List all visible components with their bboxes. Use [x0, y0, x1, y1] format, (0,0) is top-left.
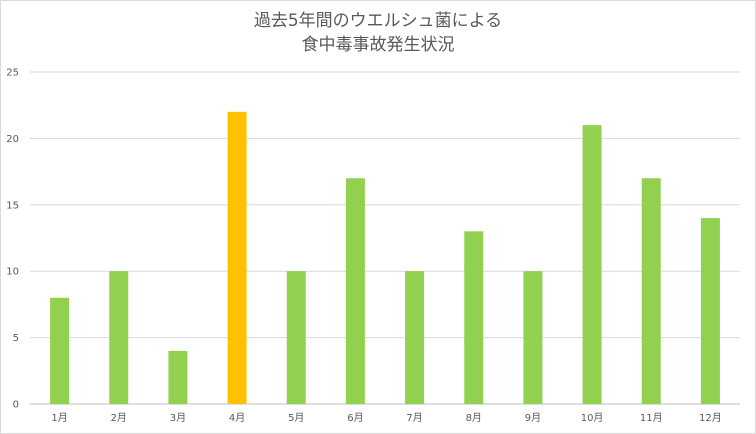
bar	[464, 231, 484, 404]
x-tick-label: 5月	[288, 412, 304, 424]
x-tick-label: 4月	[229, 412, 245, 424]
chart-title: 過去5年間のウエルシュ菌による 食中毒事故発生状況	[1, 9, 755, 57]
y-tick-label: 25	[6, 68, 19, 79]
x-tick-label: 6月	[347, 412, 363, 424]
bar	[405, 271, 425, 404]
bar	[523, 271, 543, 404]
x-tick-label: 1月	[51, 412, 67, 424]
bar	[641, 178, 661, 404]
bar	[168, 350, 188, 404]
x-tick-label: 9月	[525, 412, 541, 424]
bar	[286, 271, 306, 404]
y-tick-label: 5	[13, 333, 19, 344]
x-tick-label: 10月	[581, 412, 604, 424]
chart-title-line-1: 過去5年間のウエルシュ菌による	[253, 11, 503, 31]
y-tick-label: 10	[6, 267, 19, 278]
y-tick-label: 0	[13, 400, 19, 411]
x-tick-label: 11月	[640, 412, 663, 424]
x-tick-label: 8月	[466, 412, 482, 424]
bar	[700, 218, 720, 404]
chart-title-line-2: 食中毒事故発生状況	[301, 35, 455, 55]
bar	[582, 125, 602, 405]
y-tick-label: 20	[6, 134, 19, 145]
x-tick-label: 12月	[699, 412, 722, 424]
bar	[345, 178, 365, 404]
x-tick-label: 3月	[170, 412, 186, 424]
bar-highlight	[227, 111, 247, 404]
y-tick-label: 15	[6, 200, 19, 211]
bar	[109, 271, 129, 404]
bar	[50, 297, 70, 404]
x-tick-label: 7月	[406, 412, 422, 424]
x-tick-label: 2月	[111, 412, 127, 424]
